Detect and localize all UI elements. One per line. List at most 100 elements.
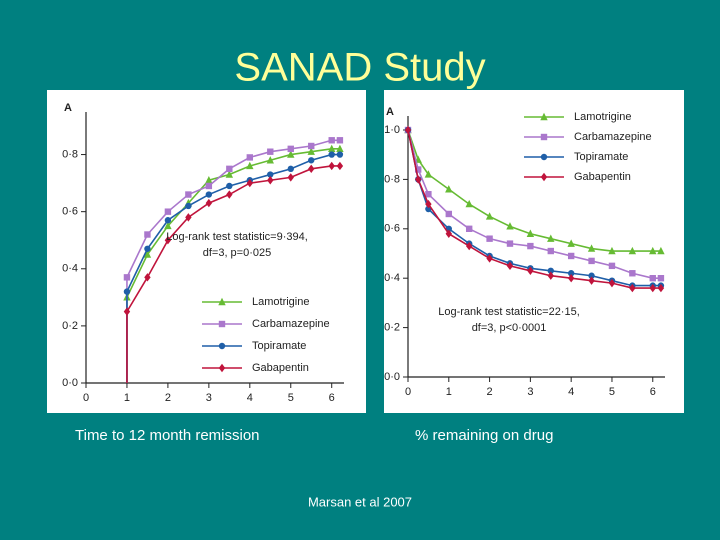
marker (246, 178, 254, 188)
marker (540, 133, 548, 141)
marker (144, 273, 151, 282)
marker (123, 288, 131, 295)
marker (336, 161, 344, 171)
marker (547, 247, 554, 255)
marker (540, 153, 548, 161)
marker (205, 198, 213, 208)
marker (226, 182, 233, 190)
marker (308, 164, 315, 174)
marker (287, 173, 294, 182)
chart-panel: A 0·0 0·2 0·4 0·6 0·8 1·0 0 1 2 3 4 5 6 Lamotrigine Car… (384, 90, 684, 413)
marker (185, 191, 192, 198)
marker (445, 229, 452, 238)
x-tick-label: 5 (609, 386, 615, 398)
panel-label: A (64, 102, 72, 114)
x-tick-label: 4 (568, 386, 574, 398)
legend-label: Gabapentin (574, 171, 631, 183)
y-tick-label: 0·0 (384, 371, 400, 383)
marker (425, 191, 432, 198)
marker (587, 244, 596, 252)
y-tick-label: 0·0 (62, 377, 78, 389)
y-tick-label: 0·6 (384, 223, 400, 235)
legend-label: Topiramate (252, 340, 306, 352)
marker (506, 222, 514, 230)
y-tick-label: 0·4 (384, 272, 400, 284)
annotation: df=3, p<0·0001 (472, 322, 547, 334)
marker (629, 270, 636, 277)
marker (328, 151, 335, 158)
marker (218, 363, 226, 373)
marker (164, 236, 172, 245)
marker (144, 231, 151, 238)
marker (266, 156, 274, 164)
marker (164, 208, 172, 215)
marker (336, 151, 344, 158)
marker (218, 297, 226, 306)
marker (143, 250, 152, 258)
marker (328, 161, 335, 171)
marker (123, 274, 131, 281)
marker (506, 261, 514, 271)
marker (567, 239, 575, 247)
marker (445, 210, 452, 218)
legend-label: Topiramate (574, 151, 628, 163)
marker (225, 170, 234, 178)
marker (267, 148, 274, 155)
marker (226, 165, 233, 173)
marker (526, 229, 535, 237)
chart-caption: % remaining on drug (415, 427, 553, 444)
marker (588, 276, 595, 285)
x-tick-label: 5 (288, 392, 294, 404)
marker (246, 154, 254, 161)
marker (414, 166, 422, 173)
marker (328, 144, 336, 153)
x-tick-label: 3 (527, 386, 533, 398)
marker (608, 278, 616, 288)
marker (424, 170, 433, 178)
x-tick-label: 1 (446, 386, 452, 398)
marker (205, 182, 213, 190)
y-tick-label: 0·2 (62, 320, 78, 332)
x-tick-label: 0 (405, 386, 411, 398)
x-tick-label: 4 (247, 392, 253, 404)
marker (185, 202, 192, 210)
marker (465, 225, 473, 232)
marker (287, 165, 294, 173)
y-tick-label: 0·8 (384, 173, 400, 185)
x-tick-label: 3 (206, 392, 212, 404)
marker (465, 241, 473, 251)
marker (608, 246, 616, 255)
y-tick-label: 1·0 (384, 124, 400, 136)
x-tick-label: 6 (650, 386, 656, 398)
marker (540, 172, 548, 182)
marker (185, 213, 192, 222)
chart-caption: Time to 12 month remission (75, 427, 260, 444)
marker (144, 245, 151, 252)
annotation: df=3, p=0·025 (203, 247, 272, 259)
citation: Marsan et al 2007 (308, 494, 412, 509)
x-tick-label: 0 (83, 392, 89, 404)
legend-label: Lamotrigine (252, 296, 309, 308)
marker (246, 161, 254, 170)
x-tick-label: 2 (165, 392, 171, 404)
annotation: Log-rank test statistic=22·15, (438, 306, 580, 318)
marker (608, 262, 616, 270)
x-tick-label: 6 (329, 392, 335, 404)
chart-panel: A 0·0 0·2 0·4 0·6 0·8 0 1 2 3 4 5 6 Lamotrigine Carbam… (47, 90, 366, 413)
marker (218, 320, 226, 328)
x-tick-label: 1 (124, 392, 130, 404)
marker (425, 199, 432, 209)
marker (267, 176, 274, 185)
marker (547, 234, 555, 242)
marker (506, 240, 514, 247)
marker (588, 272, 595, 279)
marker (567, 252, 575, 260)
marker (205, 191, 213, 198)
marker (414, 175, 422, 184)
marker (486, 235, 493, 242)
marker (547, 267, 554, 274)
y-tick-label: 0·4 (62, 263, 78, 275)
marker (657, 283, 665, 293)
marker (404, 125, 412, 135)
